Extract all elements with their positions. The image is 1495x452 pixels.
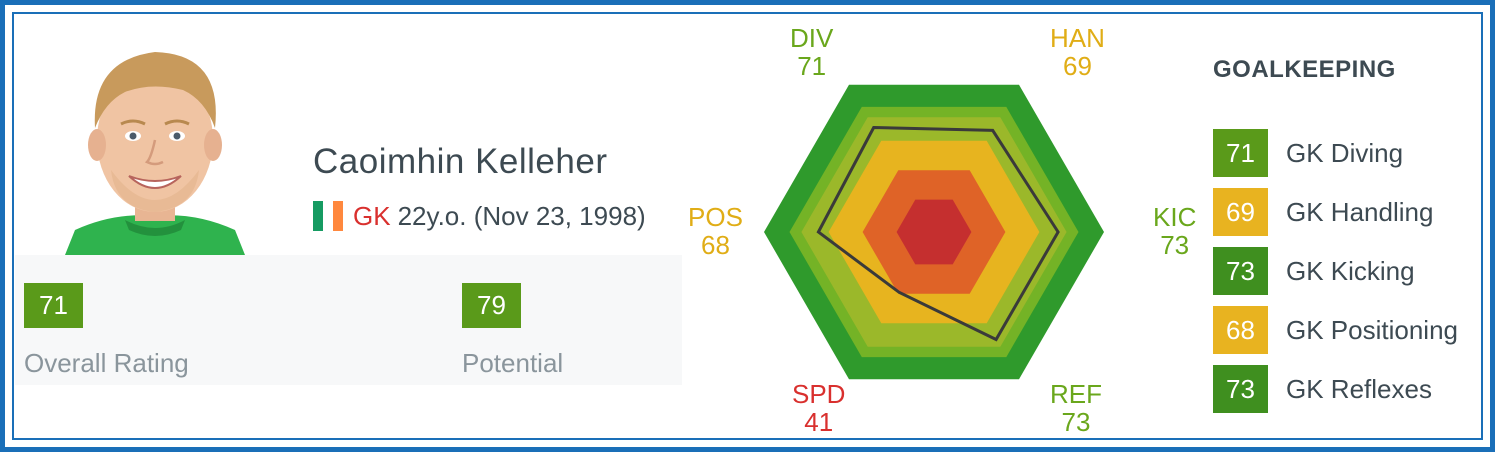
overall-rating-badge: 71 [24, 283, 83, 328]
radar-label-kic-value: 73 [1160, 230, 1190, 260]
stat-value-badge: 71 [1213, 129, 1268, 177]
potential-rating-badge: 79 [462, 283, 521, 328]
stat-row-gk-reflexes: 73 GK Reflexes [1213, 365, 1432, 413]
radar-label-div-value: 71 [797, 51, 827, 81]
radar-label-han-value: 69 [1062, 51, 1092, 81]
stat-label: GK Diving [1286, 137, 1404, 168]
potential-rating-label: Potential [462, 348, 564, 378]
radar-label-pos: POS 68 [688, 203, 743, 259]
player-photo [55, 30, 255, 255]
flag-stripe-orange [333, 201, 343, 231]
radar-label-div-key: DIV [790, 23, 834, 53]
radar-svg [764, 84, 1104, 380]
stat-row-gk-handling: 69 GK Handling [1213, 188, 1433, 236]
radar-label-han: HAN 69 [1050, 24, 1105, 80]
card-inner-border [12, 12, 1483, 440]
attribute-radar-chart [700, 20, 1220, 440]
radar-label-spd-key: SPD [792, 379, 846, 409]
stat-label: GK Kicking [1286, 255, 1415, 286]
player-age-birthdate: 22y.o. (Nov 23, 1998) [397, 200, 646, 231]
stat-row-gk-kicking: 73 GK Kicking [1213, 247, 1415, 295]
radar-label-kic-key: KIC [1153, 202, 1197, 232]
radar-label-ref: REF 73 [1050, 380, 1102, 436]
stat-label: GK Positioning [1286, 314, 1458, 345]
stat-row-gk-diving: 71 GK Diving [1213, 129, 1403, 177]
radar-ring-6 [896, 199, 972, 265]
player-meta-row: GK 22y.o. (Nov 23, 1998) [313, 200, 646, 232]
radar-label-pos-key: POS [688, 202, 743, 232]
radar-label-spd-value: 41 [804, 407, 834, 437]
radar-label-div: DIV 71 [790, 24, 833, 80]
radar-label-ref-key: REF [1050, 379, 1102, 409]
ireland-flag-icon [313, 201, 343, 231]
radar-label-han-key: HAN [1050, 23, 1105, 53]
stat-value-badge: 69 [1213, 188, 1268, 236]
stat-value-badge: 73 [1213, 247, 1268, 295]
flag-stripe-white [323, 201, 333, 231]
player-position[interactable]: GK [353, 200, 391, 231]
radar-label-kic: KIC 73 [1153, 203, 1196, 259]
player-avatar-illustration [55, 30, 255, 255]
radar-label-ref-value: 73 [1061, 407, 1091, 437]
goalkeeping-section-title: GOALKEEPING [1213, 56, 1396, 83]
stat-label: GK Reflexes [1286, 373, 1432, 404]
stat-row-gk-positioning: 68 GK Positioning [1213, 306, 1458, 354]
radar-label-pos-value: 68 [701, 230, 730, 260]
flag-stripe-green [313, 201, 323, 231]
player-name: Caoimhin Kelleher [313, 142, 608, 181]
stat-value-badge: 73 [1213, 365, 1268, 413]
overall-rating-label: Overall Rating [24, 348, 189, 378]
stat-value-badge: 68 [1213, 306, 1268, 354]
radar-player-polygon [816, 125, 1060, 342]
ratings-panel: 71 Overall Rating 79 Potential [15, 255, 682, 385]
stat-label: GK Handling [1286, 196, 1434, 227]
radar-label-spd: SPD 41 [792, 380, 845, 436]
